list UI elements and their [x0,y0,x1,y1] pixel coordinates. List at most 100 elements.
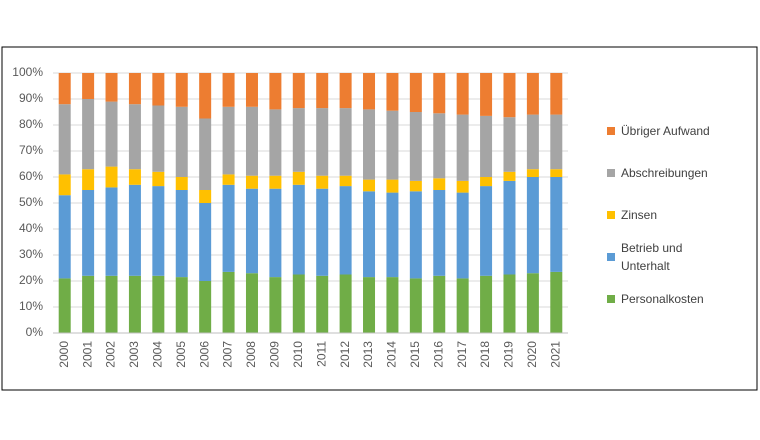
bar-segment [526,273,539,333]
bar-segment [199,281,212,333]
y-tick-label: 0% [26,325,44,339]
bar-segment [105,101,118,167]
bar-segment [245,106,258,176]
bar-segment [456,192,469,279]
bar-segment [128,275,141,333]
bar-segment [292,73,305,109]
bar-segment [526,73,539,115]
bar-segment [550,114,563,170]
bar-segment [409,73,422,112]
bar-segment [526,114,539,170]
bar-segment [292,184,305,275]
legend-label: Betrieb und Unterhalt [621,241,683,273]
bar-segment [550,169,563,177]
bar-segment [175,190,188,278]
x-tick-label: 2001 [80,341,94,368]
bar-segment [339,73,352,109]
bar-segment [152,73,165,106]
bar-segment [386,110,399,180]
bar-segment [82,99,95,170]
y-tick-label: 40% [19,221,43,235]
bar-segment [503,180,516,275]
bar-segment [503,117,516,172]
bar-segment [409,191,422,279]
x-tick-label: 2014 [385,341,399,368]
bar-segment [386,73,399,111]
x-tick-label: 2003 [127,341,141,368]
bar-segment [269,175,282,189]
legend-item: Personalkosten [607,278,737,320]
bar-segment [433,113,446,179]
bar-segment [105,187,118,276]
bar-segment [292,171,305,185]
y-tick-label: 50% [19,195,43,209]
bar-segment [58,104,71,175]
bar-segment [269,188,282,278]
bar-segment [386,277,399,333]
x-tick-label: 2009 [268,341,282,368]
x-tick-label: 2020 [525,341,539,368]
legend-item: Zinsen [607,194,737,236]
bar-segment [526,177,539,274]
bar-segment [152,186,165,276]
bar-segment [199,190,212,203]
bar-segment [269,109,282,176]
bar-segment [456,73,469,115]
bar-segment [480,186,493,276]
bar-segment [503,73,516,118]
bar-segment [105,275,118,333]
bar-segment [316,275,329,333]
legend-item: Übriger Aufwand [607,110,737,152]
x-tick-label: 2016 [431,341,445,368]
bar-segment [82,190,95,276]
x-tick-label: 2017 [455,341,469,368]
bar-segment [409,278,422,333]
bar-segment [245,73,258,107]
legend-item: Abschreibungen [607,152,737,194]
y-tick-label: 60% [19,169,43,183]
bar-segment [58,278,71,333]
bar-segment [433,275,446,333]
bar-segment [222,106,235,175]
bar-segment [222,184,235,272]
bar-segment [175,277,188,333]
bar-segment [58,195,71,279]
bar-segment [550,73,563,115]
bar-segment [316,175,329,189]
y-tick-label: 10% [19,299,43,313]
legend-swatch [607,169,615,177]
bar-segment [456,278,469,333]
bar-segment [58,174,71,196]
bar-segment [58,73,71,105]
bar-segment [363,109,376,180]
bar-segment [363,191,376,278]
bar-segment [480,275,493,333]
bar-segment [292,108,305,172]
bar-segment [433,190,446,276]
x-tick-label: 2000 [57,341,71,368]
bar-segment [456,180,469,193]
y-tick-label: 70% [19,143,43,157]
legend-label: Personalkosten [621,292,704,306]
y-tick-label: 80% [19,117,43,131]
x-tick-label: 2021 [548,341,562,368]
y-tick-label: 100% [12,65,43,79]
x-tick-label: 2007 [221,341,235,368]
bar-segment [316,108,329,176]
bar-segment [339,175,352,187]
bar-segment [433,178,446,190]
chart-border [1,46,758,391]
bar-segment [175,73,188,107]
bar-segment [480,177,493,187]
bar-segment [269,277,282,333]
legend-swatch [607,295,615,303]
legend-label: Abschreibungen [621,166,708,180]
bar-segment [363,277,376,333]
bar-segment [222,271,235,333]
bar-segment [175,106,188,177]
bar-segment [363,73,376,110]
bar-segment [292,274,305,333]
x-tick-label: 2004 [151,341,165,368]
bar-segment [339,108,352,176]
